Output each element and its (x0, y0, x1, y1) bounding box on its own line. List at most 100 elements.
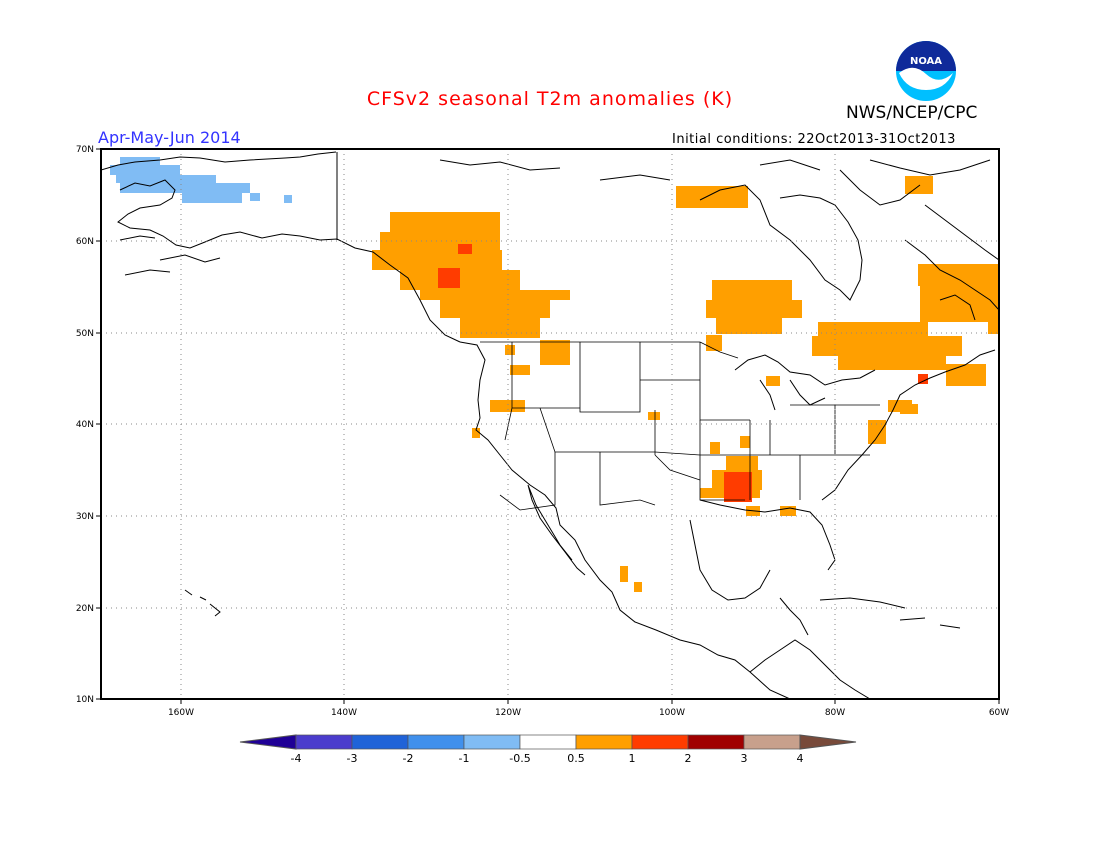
lon-label-160w: 160W (168, 708, 194, 718)
lat-label-20n: 20N (76, 604, 94, 614)
colorbar-max-arrow (799, 734, 857, 750)
chart-title: CFSv2 seasonal T2m anomalies (K) (366, 88, 734, 110)
colorbar-segment (295, 734, 353, 750)
colorbar-segment (463, 734, 521, 750)
anomaly-cell (458, 244, 472, 254)
colorbar-label: -0.5 (509, 752, 530, 765)
anomaly-region-7 (620, 376, 796, 592)
colorbar-min-arrow (239, 734, 297, 750)
colorbar-segment (631, 734, 689, 750)
colorbar-label: -1 (459, 752, 470, 765)
svg-text:NOAA: NOAA (910, 56, 942, 67)
anomaly-cell (706, 300, 802, 318)
anomaly-region-6 (812, 264, 999, 444)
anomaly-cell (460, 318, 540, 338)
colorbar-label: 0.5 (567, 752, 585, 765)
lat-label-30n: 30N (76, 512, 94, 522)
lon-label-60w: 60W (989, 708, 1009, 718)
anomaly-cell (505, 345, 515, 355)
anomaly-cell (918, 264, 998, 286)
lat-label-40n: 40N (76, 420, 94, 430)
anomaly-cell (946, 364, 986, 386)
anomaly-cell (766, 376, 780, 386)
anomaly-cell (780, 506, 796, 516)
anomaly-cell (490, 400, 525, 412)
coastlines (101, 151, 999, 699)
anomaly-region-9 (900, 404, 918, 414)
latitude-labels: 70N 60N 50N 40N 30N 20N 10N (76, 145, 94, 705)
lat-label-50n: 50N (76, 329, 94, 339)
anomaly-cell (900, 404, 918, 414)
lon-label-140w: 140W (331, 708, 357, 718)
map-frame (100, 148, 1000, 700)
anomaly-cells (110, 157, 999, 592)
political-borders (480, 341, 880, 511)
anomaly-cell (420, 290, 570, 300)
colorbar-label: -3 (347, 752, 358, 765)
anomaly-cell (116, 175, 216, 183)
anomaly-cell (120, 183, 250, 193)
anomaly-cell (250, 193, 260, 201)
initial-conditions: Initial conditions: 22Oct2013-31Oct2013 (672, 132, 956, 147)
anomaly-cell (110, 165, 180, 175)
lon-label-120w: 120W (495, 708, 521, 718)
anomaly-cell (812, 336, 962, 356)
anomaly-cell (905, 176, 933, 194)
colorbar-label: 1 (629, 752, 636, 765)
anomaly-cell (724, 472, 752, 502)
anomaly-cell (510, 365, 530, 375)
longitude-labels: 160W 140W 120W 100W 80W 60W (168, 708, 1009, 718)
colorbar: -4 -3 -2 -1 -0.5 0.5 1 2 3 4 (239, 734, 857, 765)
anomaly-cell (440, 300, 550, 318)
colorbar-label: 4 (797, 752, 804, 765)
lon-label-80w: 80W (825, 708, 845, 718)
anomaly-cell (438, 268, 460, 288)
anomaly-cell (284, 195, 292, 203)
colorbar-segment (351, 734, 409, 750)
anomaly-cell (634, 582, 642, 592)
anomaly-cell (620, 566, 628, 582)
anomaly-cell (918, 374, 928, 384)
lat-label-10n: 10N (76, 695, 94, 705)
anomaly-cell (676, 186, 748, 208)
lat-label-70n: 70N (76, 145, 94, 155)
colorbar-segment (407, 734, 465, 750)
anomaly-cell (472, 428, 480, 438)
anomaly-region-1 (110, 157, 292, 203)
colorbar-segment (575, 734, 633, 750)
lat-label-60n: 60N (76, 237, 94, 247)
anomaly-cell (920, 286, 999, 322)
anomaly-cell (372, 250, 502, 270)
anomaly-cell (838, 356, 946, 370)
anomaly-cell (648, 412, 660, 420)
graticule (101, 149, 999, 699)
anomaly-cell (120, 157, 160, 165)
anomaly-cell (540, 340, 570, 365)
anomaly-cell (726, 456, 758, 472)
anomaly-region-3 (438, 244, 472, 288)
map-area (101, 149, 999, 699)
anomaly-cell (818, 322, 928, 338)
anomaly-region-5 (706, 280, 802, 351)
forecast-period: Apr-May-Jun 2014 (98, 128, 241, 147)
anomaly-region-8 (724, 374, 928, 502)
agency-label: NWS/NCEP/CPC (846, 103, 978, 123)
anomaly-cell (868, 420, 886, 444)
colorbar-segment (743, 734, 801, 750)
axis-ticks (96, 148, 1000, 704)
anomaly-region-4 (676, 176, 933, 208)
anomaly-cell (182, 193, 242, 203)
colorbar-label: -4 (291, 752, 302, 765)
colorbar-segment (519, 734, 577, 750)
lon-label-100w: 100W (659, 708, 685, 718)
noaa-logo-icon: NOAA (896, 41, 956, 101)
anomaly-cell (712, 280, 792, 300)
colorbar-label: 2 (685, 752, 692, 765)
anomaly-cell (740, 436, 750, 448)
anomaly-cell (988, 322, 999, 334)
colorbar-label: 3 (741, 752, 748, 765)
anomaly-cell (716, 318, 782, 334)
colorbar-segment (687, 734, 745, 750)
colorbar-label: -2 (403, 752, 414, 765)
